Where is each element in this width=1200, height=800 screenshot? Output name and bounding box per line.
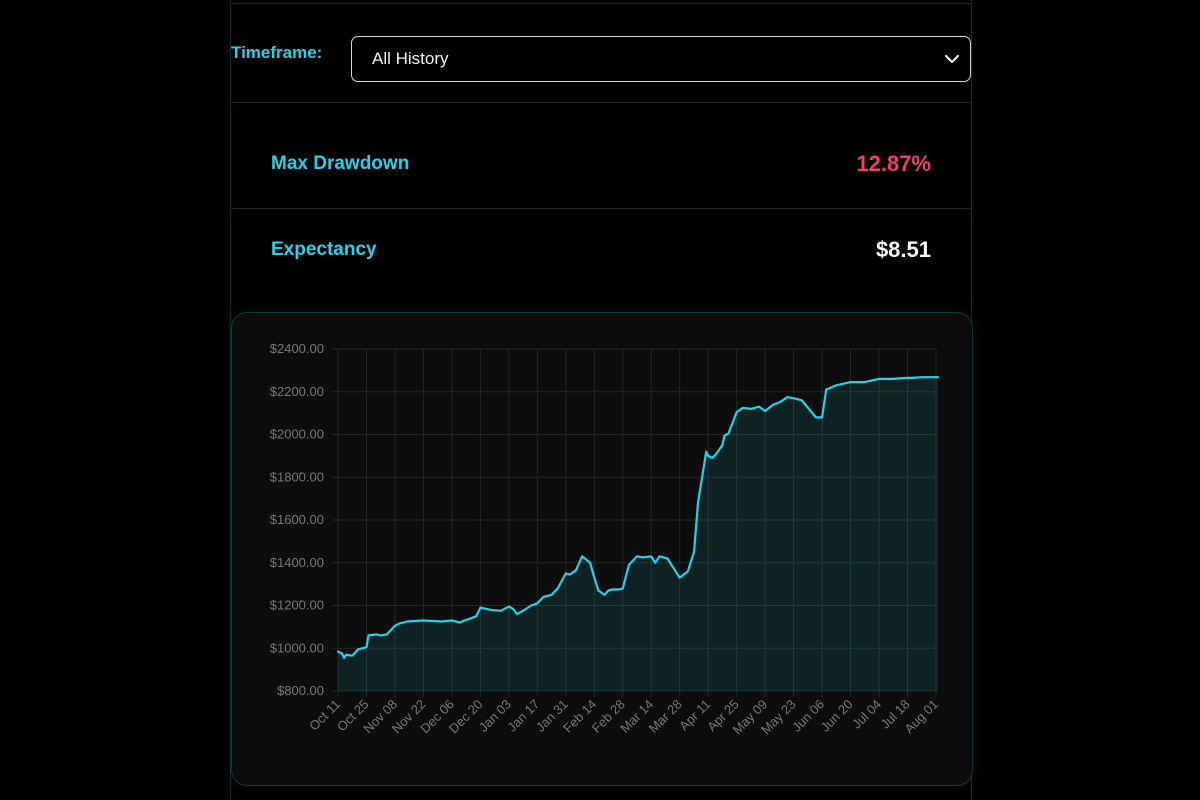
equity-chart: $800.00 $1000.00 $1200.00 $1400.00 $1600.00 $… [270, 341, 941, 737]
x-tick-label: Jul 04 [849, 697, 884, 732]
equity-chart-card: $800.00 $1000.00 $1200.00 $1400.00 $1600.00 $… [231, 312, 973, 786]
y-tick-label: $1000.00 [270, 640, 324, 655]
y-tick-label: $1200.00 [270, 598, 324, 613]
divider [231, 3, 971, 4]
expectancy-value: $8.51 [875, 237, 931, 262]
max-drawdown-value: 12.87% [856, 151, 931, 176]
y-tick-label: $1800.00 [270, 469, 324, 484]
max-drawdown-label: Max Drawdown [271, 153, 410, 174]
chevron-down-icon [944, 54, 960, 64]
stats-panel: Timeframe: All History Max Drawdown 12.8… [230, 0, 973, 800]
expectancy-label: Expectancy [271, 239, 377, 260]
timeframe-select[interactable]: All History [351, 36, 971, 82]
y-tick-label: $2400.00 [270, 341, 324, 356]
x-tick-label: Jun 20 [817, 697, 855, 735]
divider [231, 102, 971, 103]
y-tick-label: $2000.00 [270, 427, 324, 442]
timeframe-selected-value: All History [372, 49, 449, 68]
y-tick-label: $1600.00 [270, 512, 324, 527]
y-tick-label: $800.00 [277, 683, 324, 698]
y-tick-label: $1400.00 [270, 555, 324, 570]
timeframe-label: Timeframe: [231, 43, 323, 62]
equity-area [338, 377, 938, 691]
y-tick-label: $2200.00 [270, 384, 324, 399]
divider [231, 208, 971, 209]
equity-line [336, 376, 940, 659]
